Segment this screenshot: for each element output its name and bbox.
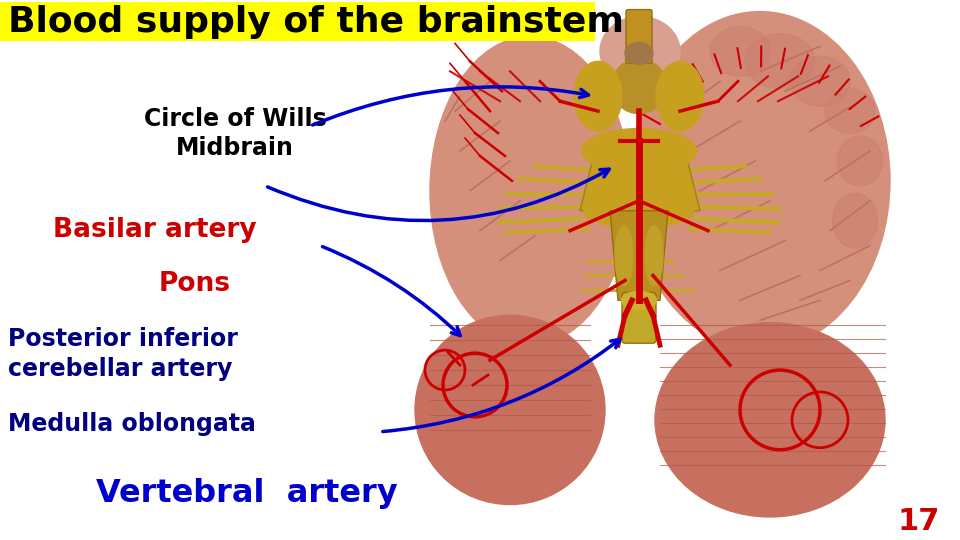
Text: Basilar artery: Basilar artery [53, 217, 256, 243]
FancyBboxPatch shape [0, 2, 595, 42]
Ellipse shape [621, 292, 657, 309]
Ellipse shape [600, 17, 680, 86]
Ellipse shape [710, 26, 770, 76]
Ellipse shape [790, 56, 850, 106]
Ellipse shape [615, 226, 633, 286]
Ellipse shape [625, 43, 653, 64]
Text: Posterior inferior
cerebellar artery: Posterior inferior cerebellar artery [8, 327, 237, 381]
Text: 17: 17 [898, 507, 940, 536]
Ellipse shape [415, 315, 605, 504]
Ellipse shape [645, 226, 663, 286]
Ellipse shape [837, 136, 882, 186]
Text: Circle of Wills
Midbrain: Circle of Wills Midbrain [144, 106, 326, 160]
Ellipse shape [630, 11, 890, 350]
Ellipse shape [584, 193, 694, 228]
Ellipse shape [745, 34, 815, 89]
Polygon shape [610, 211, 668, 300]
Ellipse shape [582, 129, 697, 173]
Text: Blood supply of the brainstem: Blood supply of the brainstem [8, 4, 624, 38]
Ellipse shape [825, 89, 875, 133]
Ellipse shape [832, 193, 877, 248]
Text: Vertebral  artery: Vertebral artery [96, 478, 397, 509]
Ellipse shape [612, 59, 666, 113]
FancyBboxPatch shape [626, 10, 652, 63]
Polygon shape [580, 151, 700, 211]
Ellipse shape [574, 62, 622, 131]
Ellipse shape [655, 323, 885, 517]
Text: Medulla oblongata: Medulla oblongata [8, 411, 255, 436]
Ellipse shape [656, 62, 704, 131]
Text: Pons: Pons [158, 271, 230, 297]
FancyBboxPatch shape [622, 292, 656, 343]
Ellipse shape [430, 37, 630, 345]
